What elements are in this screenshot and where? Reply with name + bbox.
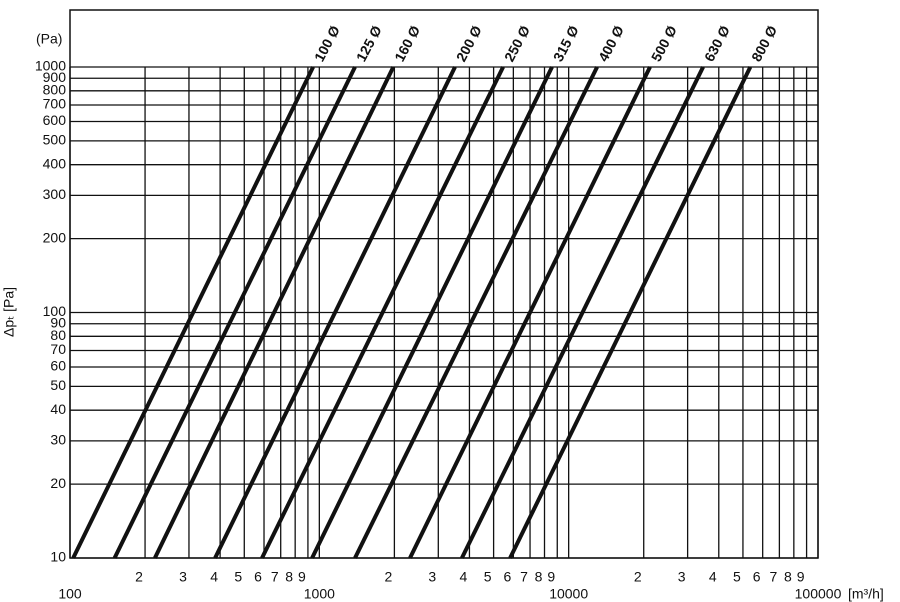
x-tick-label: 7 <box>769 569 777 585</box>
x-tick-label: 8 <box>784 569 792 585</box>
x-tick-label: 100000 <box>795 586 842 602</box>
y-tick-label: 600 <box>43 112 67 128</box>
series-line <box>508 66 753 559</box>
x-tick-label: 1000 <box>304 586 335 602</box>
x-tick-label: 4 <box>709 569 717 585</box>
y-tick-label: 800 <box>43 81 67 97</box>
y-tick-label: 70 <box>50 341 66 357</box>
x-tick-label: 3 <box>678 569 686 585</box>
series-label: 200 Ø <box>453 23 485 64</box>
y-tick-label: 700 <box>43 96 67 112</box>
series-line <box>260 66 505 559</box>
y-tick-label: 80 <box>50 327 66 343</box>
x-tick-label: 2 <box>384 569 392 585</box>
y-tick-label: 90 <box>50 314 66 330</box>
y-tick-label: 900 <box>43 69 67 85</box>
series-label: 800 Ø <box>748 23 780 64</box>
x-tick-label: 6 <box>254 569 262 585</box>
series-label: 160 Ø <box>391 23 423 64</box>
x-tick-label: 8 <box>285 569 293 585</box>
series-label: 630 Ø <box>701 23 733 64</box>
series-line <box>71 66 315 559</box>
x-tick-label: 2 <box>634 569 642 585</box>
y-axis-label: Δpₜ [Pa] <box>1 287 17 337</box>
y-tick-label: 60 <box>50 358 66 374</box>
x-tick-label: 6 <box>753 569 761 585</box>
x-unit: [m³/h] <box>848 586 884 602</box>
y-tick-label: 20 <box>50 475 66 491</box>
y-unit: (Pa) <box>36 31 62 47</box>
series-line <box>460 66 705 559</box>
x-tick-label: 100 <box>58 586 82 602</box>
x-tick-label: 5 <box>234 569 242 585</box>
x-tick-label: 3 <box>428 569 436 585</box>
series-line <box>213 66 457 559</box>
x-tick-label: 6 <box>503 569 511 585</box>
series-label: 315 Ø <box>550 23 582 64</box>
x-tick-label: 3 <box>179 569 187 585</box>
x-tick-label: 8 <box>535 569 543 585</box>
series-line <box>353 66 599 559</box>
series-label: 100 Ø <box>311 23 343 64</box>
x-tick-label: 2 <box>135 569 143 585</box>
x-tick-label: 9 <box>547 569 555 585</box>
y-tick-label: 400 <box>43 155 67 171</box>
y-tick-label: 50 <box>50 377 66 393</box>
series-label: 250 Ø <box>501 23 533 64</box>
y-tick-label: 40 <box>50 401 66 417</box>
y-tick-label: 1000 <box>35 58 66 74</box>
x-tick-label: 7 <box>520 569 528 585</box>
x-tick-label: 7 <box>271 569 279 585</box>
x-tick-label: 5 <box>733 569 741 585</box>
x-tick-label: 9 <box>797 569 805 585</box>
y-tick-label: 200 <box>43 229 67 245</box>
series-label: 125 Ø <box>353 23 385 64</box>
y-tick-label: 10 <box>50 549 66 565</box>
x-tick-label: 5 <box>484 569 492 585</box>
y-tick-label: 30 <box>50 432 66 448</box>
x-tick-label: 4 <box>460 569 468 585</box>
y-tick-label: 100 <box>43 303 67 319</box>
y-tick-label: 300 <box>43 186 67 202</box>
series-line <box>408 66 652 559</box>
x-tick-label: 10000 <box>549 586 588 602</box>
series-label: 500 Ø <box>648 23 680 64</box>
x-tick-label: 4 <box>210 569 218 585</box>
series-line <box>310 66 554 559</box>
series-line <box>153 66 396 559</box>
x-tick-label: 9 <box>298 569 306 585</box>
series-label: 400 Ø <box>595 23 627 64</box>
y-tick-label: 500 <box>43 132 67 148</box>
series-line <box>112 66 357 559</box>
